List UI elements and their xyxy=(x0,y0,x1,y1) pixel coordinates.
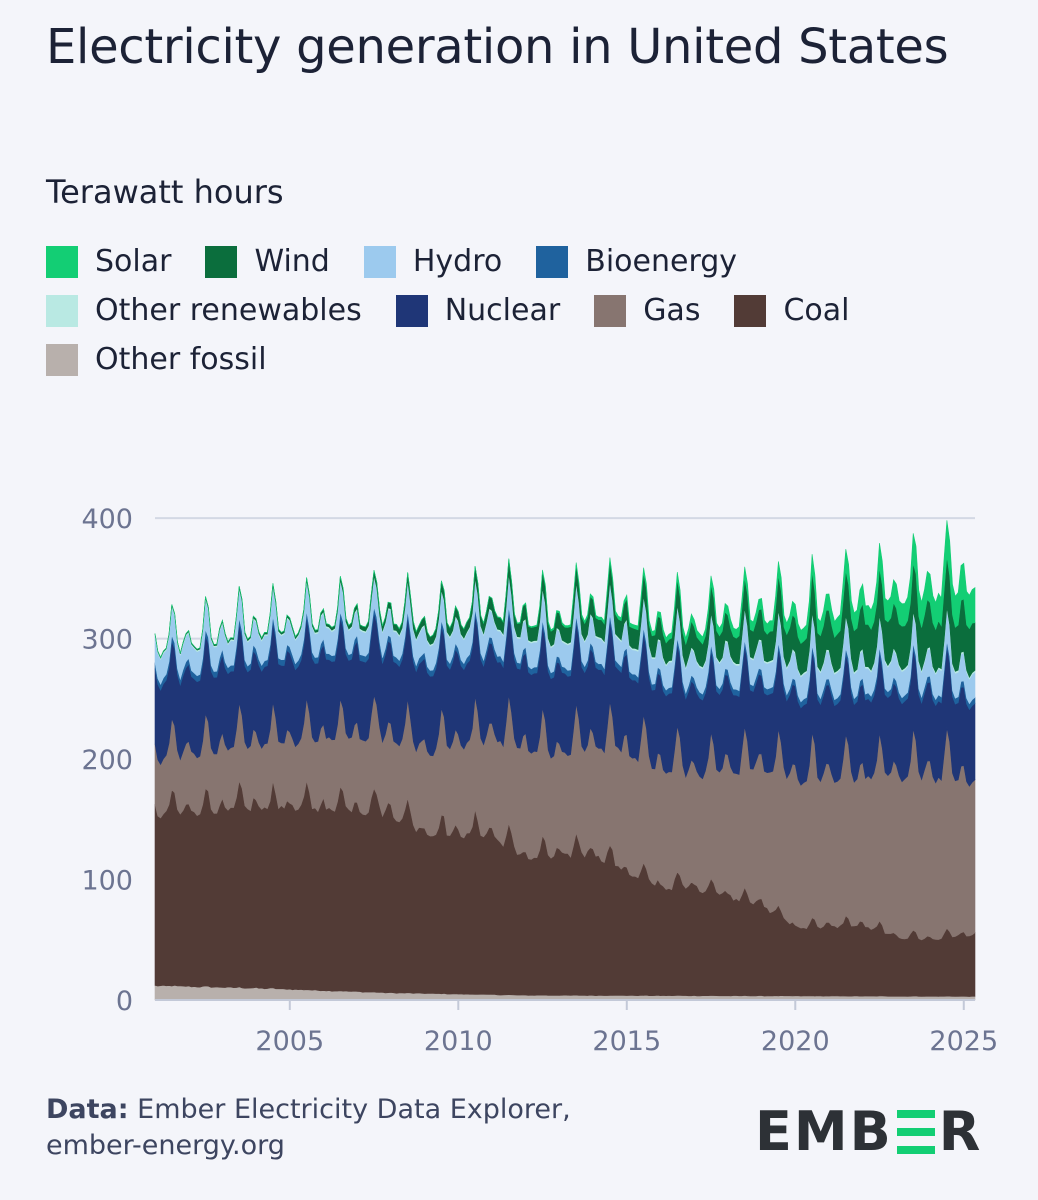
legend-item-hydro[interactable]: Hydro xyxy=(363,244,503,279)
legend-label-other-fossil: Other fossil xyxy=(95,342,267,377)
logo-text-left: EMB xyxy=(755,1100,893,1163)
x-tick-label-2015: 2015 xyxy=(592,1026,661,1057)
legend: Solar Wind Hydro Bioenergy Other renewab… xyxy=(46,246,1006,376)
x-tick-label-2010: 2010 xyxy=(424,1026,493,1057)
chart-title: Electricity generation in United States xyxy=(46,19,949,75)
legend-label-solar: Solar xyxy=(95,244,172,279)
source-url[interactable]: ember-energy.org xyxy=(46,1130,285,1161)
source-text: Ember Electricity Data Explorer, xyxy=(137,1094,571,1125)
x-tick-label-2020: 2020 xyxy=(761,1026,830,1057)
source-line: Data: Ember Electricity Data Explorer, xyxy=(46,1092,571,1128)
legend-label-nuclear: Nuclear xyxy=(444,293,561,328)
legend-item-wind[interactable]: Wind xyxy=(205,244,330,279)
legend-swatch-wind xyxy=(205,246,238,278)
legend-label-gas: Gas xyxy=(643,293,701,328)
area-solar[interactable] xyxy=(154,520,976,659)
source-label: Data: xyxy=(46,1094,129,1125)
legend-swatch-gas xyxy=(594,295,627,327)
legend-label-hydro: Hydro xyxy=(412,244,503,279)
data-source: Data: Ember Electricity Data Explorer, e… xyxy=(46,1092,571,1164)
legend-swatch-other-renewables xyxy=(46,295,78,327)
legend-label-other-renewables: Other renewables xyxy=(95,293,362,328)
legend-swatch-other-fossil xyxy=(46,344,78,376)
legend-label-wind: Wind xyxy=(254,244,330,279)
legend-item-gas[interactable]: Gas xyxy=(594,295,700,327)
logo-text-right: R xyxy=(938,1100,983,1163)
legend-item-nuclear[interactable]: Nuclear xyxy=(395,293,561,328)
logo-e-icon xyxy=(896,1109,935,1154)
y-tick-label-300: 300 xyxy=(81,625,133,656)
legend-swatch-coal xyxy=(734,295,767,327)
x-tick-label-2025: 2025 xyxy=(929,1026,998,1057)
y-tick-label-0: 0 xyxy=(116,986,133,1017)
legend-label-coal: Coal xyxy=(783,293,850,328)
legend-item-other-renewables[interactable]: Other renewables xyxy=(46,295,362,327)
y-tick-label-100: 100 xyxy=(81,866,133,897)
y-tick-label-400: 400 xyxy=(81,504,133,535)
legend-swatch-solar xyxy=(46,246,78,278)
legend-swatch-bioenergy xyxy=(536,246,569,278)
legend-item-coal[interactable]: Coal xyxy=(734,295,849,327)
legend-swatch-hydro xyxy=(363,246,396,278)
ember-logo: EMB R xyxy=(755,1100,982,1163)
series-areas xyxy=(154,520,976,1001)
legend-item-other-fossil[interactable]: Other fossil xyxy=(46,344,267,376)
stacked-area-chart: 0 100 200 300 400 2005 2010 2015 2020 2025 xyxy=(81,504,998,1057)
legend-label-bioenergy: Bioenergy xyxy=(585,244,738,279)
axes: 0 100 200 300 400 2005 2010 2015 2020 2025 xyxy=(81,504,998,1057)
x-tick-label-2005: 2005 xyxy=(255,1026,324,1057)
y-tick-label-200: 200 xyxy=(81,745,133,776)
legend-swatch-nuclear xyxy=(395,295,428,327)
legend-item-bioenergy[interactable]: Bioenergy xyxy=(536,246,737,278)
chart-subtitle: Terawatt hours xyxy=(46,173,284,211)
legend-item-solar[interactable]: Solar xyxy=(46,246,171,278)
